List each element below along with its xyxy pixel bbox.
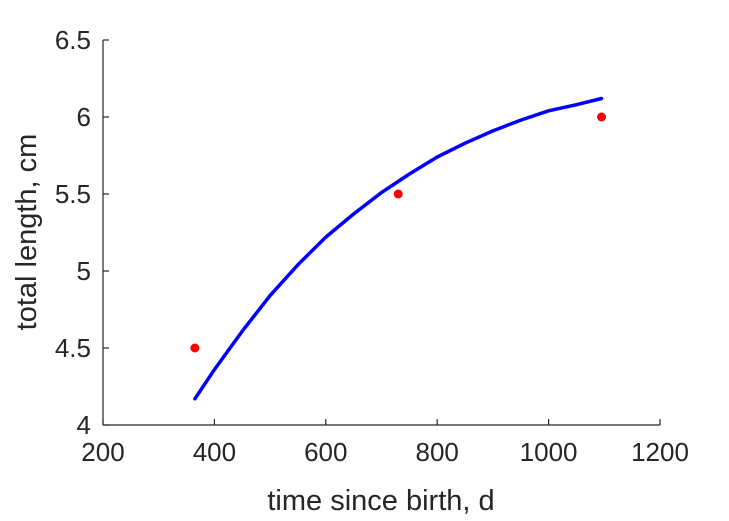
y-tick-label: 6 <box>77 102 91 132</box>
x-axis-label: time since birth, d <box>267 485 494 517</box>
x-tick-label: 1000 <box>520 437 578 467</box>
y-tick-label: 5 <box>77 256 91 286</box>
y-tick-label: 4.5 <box>55 333 91 363</box>
y-tick-label: 6.5 <box>55 25 91 55</box>
x-tick-label: 400 <box>193 437 236 467</box>
x-tick-label: 800 <box>416 437 459 467</box>
y-axis-label: total length, cm <box>11 134 43 331</box>
axes <box>102 40 660 426</box>
plot-area <box>190 96 607 401</box>
data-point <box>393 189 403 199</box>
y-tick-label: 5.5 <box>55 179 91 209</box>
fit-line <box>193 96 604 401</box>
y-ticks: 4 4.5 5 5.5 6 6.5 <box>55 25 109 440</box>
y-tick-label: 4 <box>77 410 91 440</box>
x-tick-label: 1200 <box>631 437 689 467</box>
data-point <box>597 112 607 122</box>
x-tick-label: 600 <box>304 437 347 467</box>
x-tick-label: 200 <box>81 437 124 467</box>
data-point <box>190 343 200 353</box>
x-ticks: 200 400 600 800 1000 1200 <box>81 419 689 467</box>
